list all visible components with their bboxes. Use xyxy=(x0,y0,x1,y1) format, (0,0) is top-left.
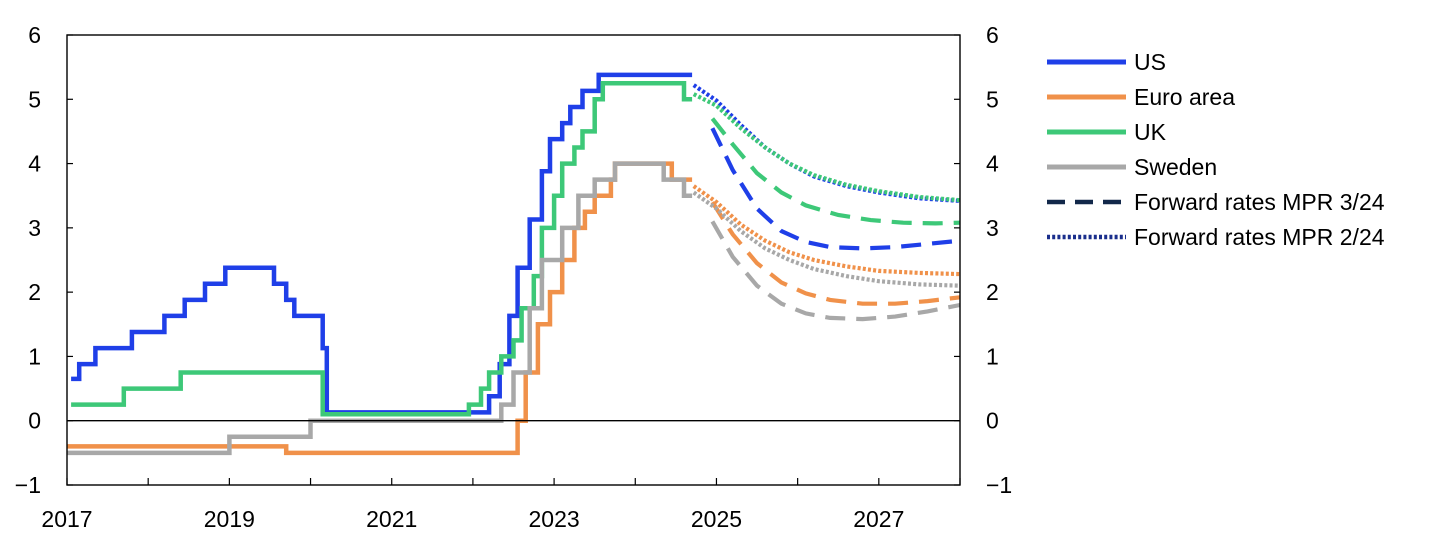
euro-area-solid-line xyxy=(67,161,693,456)
y-tick-label-right: 2 xyxy=(986,279,999,305)
y-tick-label-left: 0 xyxy=(28,408,41,434)
y-tick-label-left: 3 xyxy=(28,215,41,241)
plot-frame xyxy=(66,34,961,486)
us-solid-line xyxy=(71,72,693,415)
y-tick-label-left: 5 xyxy=(28,86,41,112)
forward-11-dotted-line xyxy=(692,190,961,288)
x-tick-label: 2019 xyxy=(204,506,255,532)
forward-4-dashed-line xyxy=(710,127,961,251)
forward-10-dotted-line xyxy=(692,92,961,203)
y-tick-label-right: 4 xyxy=(986,151,999,177)
legend-label: Sweden xyxy=(1134,154,1217,180)
y-tick-label-right: 0 xyxy=(986,408,999,434)
y-tick-label-right: 6 xyxy=(986,22,999,48)
y-tick-label-right: 3 xyxy=(986,215,999,241)
sweden-solid-line xyxy=(67,161,693,456)
x-tick-label: 2027 xyxy=(853,506,904,532)
y-tick-label-left: 1 xyxy=(28,343,41,369)
y-tick-label-left: −1 xyxy=(15,472,41,498)
y-tick-label-right: −1 xyxy=(986,472,1012,498)
legend-label: Forward rates MPR 2/24 xyxy=(1134,224,1385,250)
y-tick-label-left: 6 xyxy=(28,22,41,48)
uk-solid-line xyxy=(71,80,693,417)
series-layer xyxy=(67,72,961,456)
y-tick-label-left: 4 xyxy=(28,151,41,177)
x-tick-label: 2025 xyxy=(691,506,742,532)
axes-layer: −1 −1 0 0 1 1 2 2 3 3 4 4 5 5 6 6 2017 2019 2021 2023 2025 20… xyxy=(15,22,1012,532)
legend-label: Euro area xyxy=(1134,84,1235,110)
x-tick-label: 2021 xyxy=(366,506,417,532)
legend: US Euro area UK Sweden Forward rates MPR 3/2… xyxy=(1047,49,1385,250)
legend-label: Forward rates MPR 3/24 xyxy=(1134,189,1385,215)
y-tick-label-right: 1 xyxy=(986,343,999,369)
forward-9-dotted-line xyxy=(692,184,961,277)
x-tick-label: 2017 xyxy=(41,506,92,532)
x-tick-label: 2023 xyxy=(529,506,580,532)
y-tick-label-right: 5 xyxy=(986,86,999,112)
y-tick-label-left: 2 xyxy=(28,279,41,305)
legend-label: UK xyxy=(1134,119,1167,145)
forward-7-dashed-line xyxy=(710,220,961,322)
legend-label: US xyxy=(1134,49,1166,75)
forward-5-dashed-line xyxy=(710,200,961,306)
